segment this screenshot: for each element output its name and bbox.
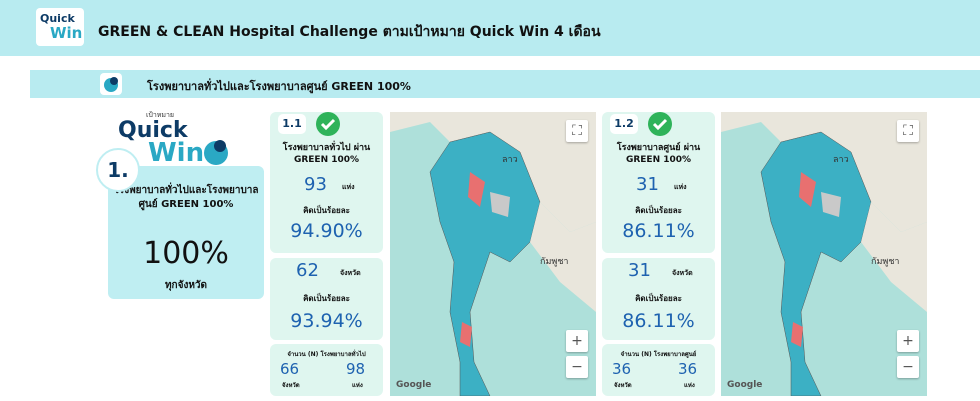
zoom-out-button[interactable]: −	[566, 356, 588, 378]
panel-title: โรงพยาบาลศูนย์ ผ่าน GREEN 100%	[616, 143, 701, 165]
totals-provinces-unit: จังหวัด	[614, 382, 632, 389]
totals-box: จำนวน (N) โรงพยาบาลศูนย์ 36 จังหวัด 36 แห่ง	[602, 344, 715, 396]
totals-title: จำนวน (N) โรงพยาบาลศูนย์	[620, 351, 697, 358]
map: ลาวกัมพูชา ⛶ + − Google	[390, 112, 596, 396]
province-box: 62 จังหวัดคิดเป็นร้อยละ 93.94%	[270, 258, 383, 340]
zoom-in-button[interactable]: +	[897, 330, 919, 352]
map-attribution: Google	[396, 380, 432, 390]
control-icon: ⛶	[572, 123, 582, 139]
percent-label: คิดเป็นร้อยละ	[635, 294, 682, 303]
section-title: โรงพยาบาลทั่วไปและโรงพยาบาลศูนย์ GREEN 1…	[147, 80, 411, 93]
map-label: ลาว	[833, 155, 849, 165]
hospital-count: 93	[304, 174, 327, 195]
hospital-unit: แห่ง	[342, 183, 355, 191]
map: ลาวกัมพูชา ⛶ + − Google	[721, 112, 927, 396]
goal-target-label: เป้าหมาย	[146, 111, 175, 119]
totals-hospitals: 98	[346, 360, 366, 378]
logo: Quick Win	[36, 8, 84, 46]
totals-hospitals-unit: แห่ง	[684, 382, 695, 389]
panel-number: 1.1	[278, 114, 306, 134]
hospital-percent: 86.11%	[622, 220, 695, 242]
percent-label: คิดเป็นร้อยละ	[303, 206, 350, 215]
goal-logo-text: Win	[148, 138, 205, 168]
control-icon: +	[571, 333, 583, 349]
check-mark	[652, 118, 668, 131]
page-title: GREEN & CLEAN Hospital Challenge ตามเป้า…	[98, 24, 601, 40]
map-label: กัมพูชา	[540, 257, 569, 267]
logo-text: Quick	[40, 12, 75, 25]
goal-card: โรงพยาบาลทั่วไปและโรงพยาบาลศูนย์ GREEN 1…	[108, 166, 264, 299]
province-unit: จังหวัด	[672, 269, 693, 277]
hospital-percent: 94.90%	[290, 220, 363, 242]
hospital-count: 31	[636, 174, 659, 195]
check-mark	[320, 118, 336, 131]
percent-label: คิดเป็นร้อยละ	[635, 206, 682, 215]
totals-provinces: 66	[280, 360, 300, 378]
totals-hospitals: 36	[678, 360, 698, 378]
control-icon: −	[571, 359, 583, 375]
check-icon	[648, 112, 672, 136]
totals-provinces: 36	[612, 360, 632, 378]
totals-box: จำนวน (N) โรงพยาบาลทั่วไป 66 จังหวัด 98 แห่ง	[270, 344, 383, 396]
control-icon: +	[902, 333, 914, 349]
province-count: 31	[628, 260, 651, 281]
hospital-box: 1.2 โรงพยาบาลศูนย์ ผ่าน GREEN 100% 31 แห่งค…	[602, 112, 715, 253]
goal-logo-text: Quick	[118, 118, 188, 143]
totals-provinces-unit: จังหวัด	[282, 382, 300, 389]
panel-number: 1.2	[610, 114, 638, 134]
percent-label: คิดเป็นร้อยละ	[303, 294, 350, 303]
goal-value: 100%	[143, 236, 229, 271]
hospital-box: 1.1 โรงพยาบาลทั่วไป ผ่าน GREEN 100% 93 แห่ง…	[270, 112, 383, 253]
header: Quick Win GREEN & CLEAN Hospital Challen…	[0, 0, 980, 56]
map-label: ลาว	[502, 155, 518, 165]
goal-logo-icon	[204, 140, 228, 165]
icon	[104, 77, 118, 92]
totals-hospitals-unit: แห่ง	[352, 382, 363, 389]
panel-title: โรงพยาบาลทั่วไป ผ่าน GREEN 100%	[282, 143, 371, 165]
control-icon: ⛶	[903, 123, 913, 139]
section-icon	[100, 73, 122, 95]
province-percent: 93.94%	[290, 310, 363, 332]
section-bar: โรงพยาบาลทั่วไปและโรงพยาบาลศูนย์ GREEN 1…	[30, 70, 980, 98]
province-unit: จังหวัด	[340, 269, 361, 277]
map-attribution: Google	[727, 380, 763, 390]
fullscreen-button[interactable]: ⛶	[897, 120, 919, 142]
hospital-unit: แห่ง	[674, 183, 687, 191]
map-shapes	[390, 112, 596, 396]
map-label: กัมพูชา	[871, 257, 900, 267]
fullscreen-button[interactable]: ⛶	[566, 120, 588, 142]
goal-text: โรงพยาบาลทั่วไปและโรงพยาบาลศูนย์ GREEN 1…	[113, 185, 259, 210]
province-percent: 86.11%	[622, 310, 695, 332]
check-icon	[316, 112, 340, 136]
zoom-out-button[interactable]: −	[897, 356, 919, 378]
map-shapes	[721, 112, 927, 396]
logo-text: Win	[50, 24, 83, 42]
goal-number: 1.	[96, 148, 140, 192]
zoom-in-button[interactable]: +	[566, 330, 588, 352]
province-count: 62	[296, 260, 319, 281]
control-icon: −	[902, 359, 914, 375]
totals-title: จำนวน (N) โรงพยาบาลทั่วไป	[287, 351, 366, 358]
goal-subtext: ทุกจังหวัด	[164, 280, 208, 291]
province-box: 31 จังหวัดคิดเป็นร้อยละ 86.11%	[602, 258, 715, 340]
